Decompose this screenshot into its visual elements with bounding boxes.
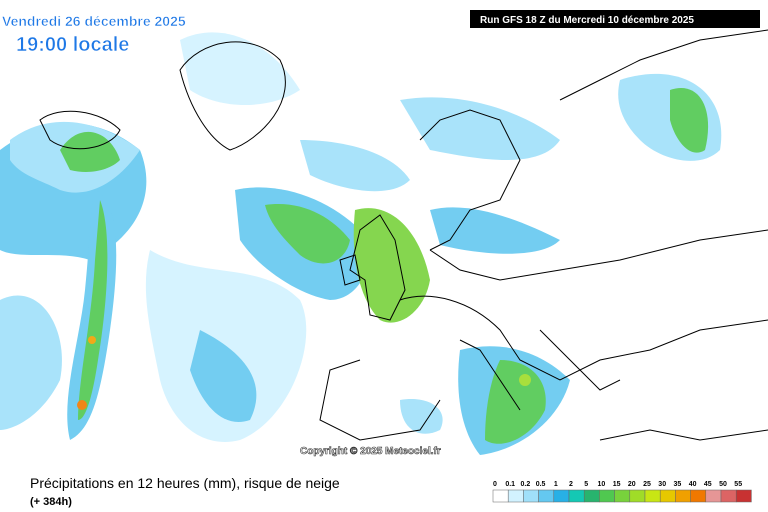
legend-swatch <box>583 489 600 503</box>
legend-swatch <box>629 489 646 503</box>
legend-swatch <box>675 489 691 503</box>
legend-swatch <box>568 489 585 503</box>
legend-swatch <box>614 489 631 503</box>
legend-label: 50 <box>719 481 727 488</box>
coastlines <box>39 29 768 441</box>
legend-swatch <box>705 489 722 503</box>
legend: 0 0.1 0.2 0.5 1 2 5 10 15 20 25 30 35 40 45 50 55 <box>492 481 752 503</box>
header: Vendredi 26 décembre 2025 19:00 locale R… <box>2 10 760 56</box>
legend-swatch <box>659 489 676 503</box>
legend-label: 40 <box>689 481 697 488</box>
footer-lead: (+ 384h) <box>30 496 72 508</box>
legend-label: 20 <box>628 481 636 488</box>
legend-label: 45 <box>704 481 712 488</box>
legend-label: 0.5 <box>536 481 546 488</box>
legend-swatch <box>690 489 707 503</box>
legend-label: 55 <box>734 481 742 488</box>
legend-swatch <box>735 489 752 503</box>
legend-label: 10 <box>598 481 606 488</box>
legend-label: 5 <box>584 481 588 488</box>
legend-label: 35 <box>674 481 682 488</box>
legend-label: 15 <box>613 481 621 488</box>
legend-label: 2 <box>569 481 573 488</box>
footer-title: Précipitations en 12 heures (mm), risque… <box>30 475 340 491</box>
copyright: Copyright © 2025 Meteociel.fr <box>300 446 441 457</box>
map: Copyright © 2025 Meteociel.fr <box>0 29 768 458</box>
legend-swatch <box>523 489 539 503</box>
legend-label: 0 <box>493 481 497 488</box>
legend-swatch <box>720 489 737 503</box>
legend-label: 25 <box>643 481 651 488</box>
legend-swatch <box>538 489 555 503</box>
legend-swatch <box>492 489 509 503</box>
legend-swatch <box>507 489 524 503</box>
legend-label: 30 <box>658 481 666 488</box>
legend-label: 0.2 <box>521 481 531 488</box>
forecast-time: 19:00 locale <box>16 34 129 56</box>
run-box <box>470 10 760 28</box>
legend-swatch <box>599 489 615 503</box>
run-info: Run GFS 18 Z du Mercredi 10 décembre 202… <box>480 15 694 26</box>
forecast-date: Vendredi 26 décembre 2025 <box>2 13 186 29</box>
legend-swatch <box>644 489 661 503</box>
legend-label: 1 <box>554 481 558 488</box>
footer: Précipitations en 12 heures (mm), risque… <box>0 470 768 512</box>
legend-swatch <box>553 489 570 503</box>
precip-fields <box>0 32 722 455</box>
legend-label: 0.1 <box>505 481 515 488</box>
